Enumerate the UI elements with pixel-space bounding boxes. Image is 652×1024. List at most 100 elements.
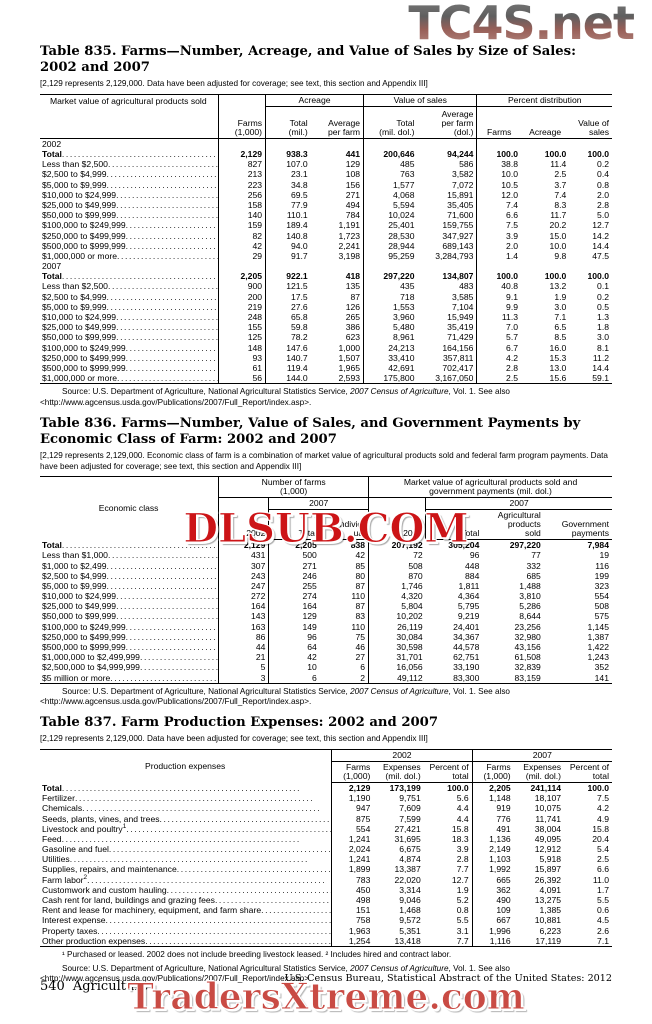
data-cell: 16,056 bbox=[368, 662, 426, 673]
data-cell bbox=[265, 260, 311, 272]
data-cell: 17,119 bbox=[513, 935, 565, 947]
data-cell: 83 bbox=[355, 611, 366, 622]
data-cell bbox=[417, 261, 476, 271]
data-cell: 9,751 bbox=[399, 793, 421, 804]
row-label-text: Less than $2,500 bbox=[42, 281, 108, 292]
data-cell: 508 bbox=[594, 601, 609, 612]
row-label-text: $10,000 to $24,999 bbox=[42, 189, 117, 200]
data-cell: 38.8 bbox=[476, 158, 521, 170]
row-label-text: Total bbox=[42, 540, 62, 551]
data-cell: 42,691 bbox=[363, 362, 418, 373]
data-cell: 7.7 bbox=[423, 935, 473, 947]
data-cell: 947 bbox=[331, 803, 374, 814]
row-label-text: Fertilizer bbox=[42, 793, 75, 804]
t837-source-italic: 2007 Census of Agriculture bbox=[350, 963, 449, 973]
data-cell: 247 bbox=[218, 580, 269, 591]
data-cell: 86 bbox=[218, 631, 269, 642]
t836-col-ag-l1: Agricultural bbox=[497, 510, 541, 521]
data-cell: 2,129 bbox=[217, 148, 266, 159]
data-cell: 100.0 bbox=[544, 149, 567, 160]
row-label: $2,500 to $4,999 .......................… bbox=[40, 291, 218, 301]
data-cell: 21 bbox=[218, 651, 269, 663]
row-label: $5,000 to $9,999 .......................… bbox=[40, 179, 218, 189]
dot-leader: ........................................… bbox=[116, 612, 219, 622]
data-cell: 129 bbox=[268, 611, 320, 622]
data-cell: 61,508 bbox=[514, 652, 541, 663]
t835-source-italic: 2007 Census of Agriculture bbox=[350, 387, 449, 397]
data-cell: 34.8 bbox=[265, 179, 311, 190]
data-cell: 87 bbox=[355, 601, 366, 612]
row-label: $500,000 to $999,999 ...................… bbox=[40, 240, 218, 250]
t836-source-tail: , Vol. 1. See also bbox=[448, 686, 510, 696]
data-cell: 386 bbox=[345, 322, 361, 333]
data-cell: 10,881 bbox=[534, 915, 562, 926]
data-cell: 46 bbox=[355, 642, 366, 652]
table-row: Seeds, plants, vines, and trees ........… bbox=[40, 813, 612, 824]
data-cell: 109 bbox=[471, 904, 514, 916]
row-label-text: $2,500 to $4,999 bbox=[42, 169, 107, 180]
data-cell: 35,405 bbox=[447, 199, 474, 210]
row-label-text: Less than $1,000 bbox=[42, 550, 108, 561]
data-cell: 147.6 bbox=[265, 342, 311, 353]
table-row: $500,000 to $999,999 ...................… bbox=[40, 641, 612, 652]
t837-col-farms07-l2: (1,000) bbox=[483, 770, 511, 781]
t837-col-exp02-l2: (mil. dol.) bbox=[385, 770, 421, 781]
data-cell: 13.0 bbox=[549, 362, 567, 373]
dot-leader: ........................................… bbox=[107, 160, 219, 170]
data-cell: 26,392 bbox=[534, 874, 562, 885]
section-name: Agriculture bbox=[72, 979, 149, 994]
row-label-text: $100,000 to $249,999 bbox=[42, 621, 126, 632]
data-cell: 5.6 bbox=[456, 793, 469, 804]
data-cell: 623 bbox=[345, 332, 361, 343]
row-label-text: $100,000 to $249,999 bbox=[42, 220, 126, 231]
data-cell: 12.7 bbox=[451, 874, 469, 885]
data-cell: 44 bbox=[218, 641, 269, 652]
data-cell bbox=[265, 138, 311, 149]
row-label-text: $5,000 to $9,999 bbox=[42, 580, 107, 591]
data-cell: 1.8 bbox=[597, 322, 609, 333]
t835-col-vos-avg-l2: per farm bbox=[441, 117, 474, 128]
data-cell: 0.1 bbox=[597, 281, 609, 292]
t837-col-pct02-l1: Percent of bbox=[429, 761, 469, 772]
row-label-text: $5,000 to $9,999 bbox=[42, 179, 107, 190]
row-label: $10,000 to $24,999 .....................… bbox=[40, 312, 218, 322]
data-cell: 1,996 bbox=[471, 925, 514, 936]
t837-source-url: <http://www.agcensus.usda.gov/Publicatio… bbox=[40, 974, 312, 984]
data-cell: 500 bbox=[268, 550, 320, 561]
t836-grp1-l2: (1,000) bbox=[280, 486, 308, 497]
t837-col-exp07-l2: (mil. dol.) bbox=[525, 770, 562, 781]
table-row: $5,000 to $9,999 .......................… bbox=[40, 580, 612, 591]
data-cell: 13.2 bbox=[549, 281, 567, 292]
row-label-text: Property taxes bbox=[42, 925, 98, 936]
data-cell: 10,202 bbox=[368, 611, 426, 622]
data-cell: 5,804 bbox=[368, 601, 426, 612]
data-cell: 5,286 bbox=[519, 601, 541, 612]
row-label-text: Feed bbox=[42, 833, 62, 844]
data-cell: 10 bbox=[268, 662, 320, 673]
data-cell: 16.0 bbox=[549, 342, 567, 353]
row-label-text: Customwork and custom hauling bbox=[42, 884, 167, 895]
footnote-marker: 2 bbox=[83, 874, 88, 881]
data-cell: 1,243 bbox=[587, 652, 609, 663]
year-section-label: 2002 bbox=[42, 138, 62, 149]
data-cell: 305,204 bbox=[448, 540, 480, 551]
t836-year-2002-farms: 2002 bbox=[246, 528, 266, 539]
data-cell: 95,259 bbox=[363, 250, 418, 261]
t836-col-total-value: Total bbox=[461, 527, 480, 538]
data-cell: 2,129 bbox=[331, 782, 374, 793]
dot-leader: ........................................… bbox=[125, 353, 218, 363]
row-label-text: Interest expense bbox=[42, 915, 106, 926]
t835-source-tail: , Vol. 1. See also bbox=[448, 387, 510, 397]
data-cell: 173,199 bbox=[389, 782, 421, 793]
data-cell: 8.5 bbox=[554, 332, 567, 343]
data-cell: 27 bbox=[355, 652, 366, 663]
data-cell: 870 bbox=[368, 570, 426, 581]
data-cell: 5 bbox=[218, 662, 269, 673]
data-cell: 10.0 bbox=[476, 169, 521, 180]
data-cell: 418 bbox=[345, 271, 361, 282]
dot-leader: ........................................… bbox=[61, 150, 218, 159]
data-cell: 75 bbox=[355, 631, 366, 642]
table-row: Total ..................................… bbox=[40, 271, 612, 282]
data-cell: 758 bbox=[331, 915, 374, 926]
row-label: $250,000 to $499,999 ...................… bbox=[40, 632, 219, 642]
